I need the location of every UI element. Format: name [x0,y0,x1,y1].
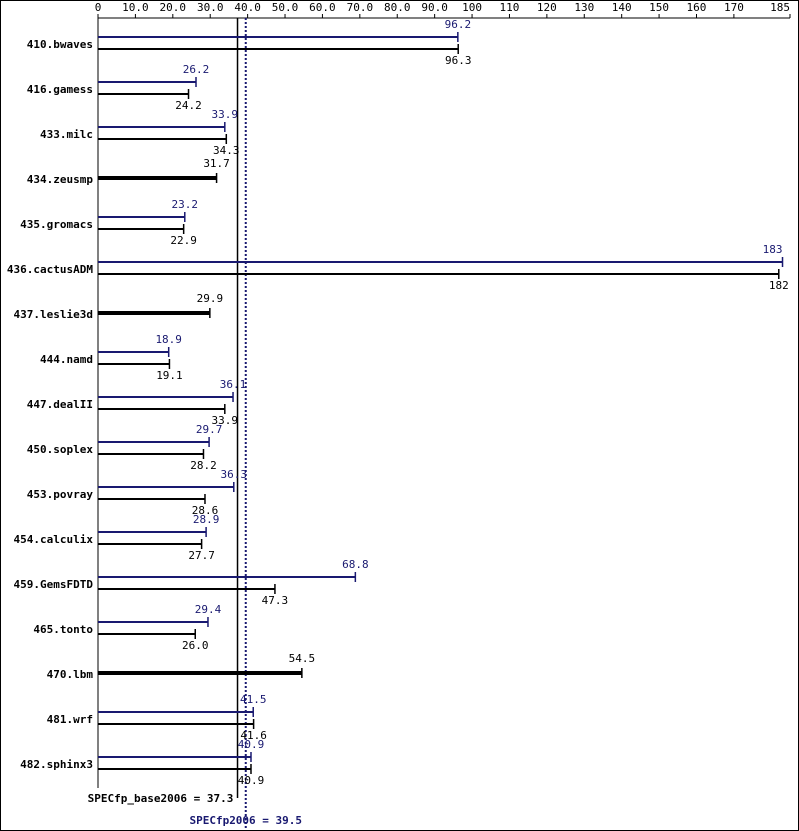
value-label: 40.9 [238,738,265,751]
x-tick-label: 130 [574,1,594,14]
value-label: 18.9 [155,333,182,346]
category-label: 481.wrf [47,713,93,726]
x-tick-label: 70.0 [347,1,374,14]
category-label: 470.lbm [47,668,94,681]
x-tick-label: 60.0 [309,1,336,14]
value-label: 33.9 [212,108,239,121]
x-tick-label: 110 [500,1,520,14]
x-tick-label: 170 [724,1,744,14]
value-label: 29.7 [196,423,223,436]
value-label: 40.9 [238,774,265,787]
value-label: 31.7 [203,157,230,170]
category-label: 410.bwaves [27,38,93,51]
category-label: 435.gromacs [20,218,93,231]
value-label: 47.3 [262,594,289,607]
category-label: 453.povray [27,488,94,501]
value-label: 28.9 [193,513,220,526]
value-label: 36.1 [220,378,247,391]
x-tick-label: 185 [770,1,790,14]
value-label: 41.5 [240,693,267,706]
category-label: 447.dealII [27,398,93,411]
x-tick-label: 40.0 [234,1,261,14]
value-label: 34.3 [213,144,240,157]
value-label: 29.4 [195,603,222,616]
value-label: 33.9 [212,414,239,427]
value-label: 182 [769,279,789,292]
x-tick-label: 80.0 [384,1,411,14]
value-label: 41.6 [240,729,267,742]
value-label: 29.9 [197,292,224,305]
category-label: 437.leslie3d [14,308,93,321]
x-tick-label: 30.0 [197,1,224,14]
category-label: 454.calculix [14,533,94,546]
reference-label: SPECfp2006 = 39.5 [189,814,302,827]
value-label: 96.2 [445,18,472,31]
value-label: 28.6 [192,504,219,517]
value-label: 36.3 [221,468,248,481]
reference-label: SPECfp_base2006 = 37.3 [88,792,234,805]
value-label: 24.2 [175,99,202,112]
category-label: 434.zeusmp [27,173,94,186]
category-label: 433.milc [40,128,93,141]
value-label: 28.2 [190,459,217,472]
x-tick-label: 100 [462,1,482,14]
value-label: 68.8 [342,558,369,571]
category-label: 416.gamess [27,83,93,96]
x-tick-label: 140 [612,1,632,14]
category-label: 459.GemsFDTD [14,578,94,591]
value-label: 22.9 [170,234,197,247]
x-tick-label: 150 [649,1,669,14]
x-tick-label: 120 [537,1,557,14]
x-tick-label: 10.0 [122,1,149,14]
x-tick-label: 0 [95,1,102,14]
value-label: 27.7 [188,549,215,562]
category-label: 465.tonto [33,623,93,636]
value-label: 26.0 [182,639,209,652]
category-label: 436.cactusADM [7,263,93,276]
value-label: 26.2 [183,63,210,76]
x-tick-label: 50.0 [272,1,299,14]
value-label: 23.2 [172,198,199,211]
x-tick-label: 90.0 [421,1,448,14]
x-tick-label: 160 [687,1,707,14]
category-label: 482.sphinx3 [20,758,93,771]
value-label: 96.3 [445,54,472,67]
x-tick-label: 20.0 [160,1,187,14]
category-label: 444.namd [40,353,93,366]
value-label: 54.5 [289,652,316,665]
category-label: 450.soplex [27,443,94,456]
value-label: 183 [763,243,783,256]
value-label: 19.1 [156,369,183,382]
